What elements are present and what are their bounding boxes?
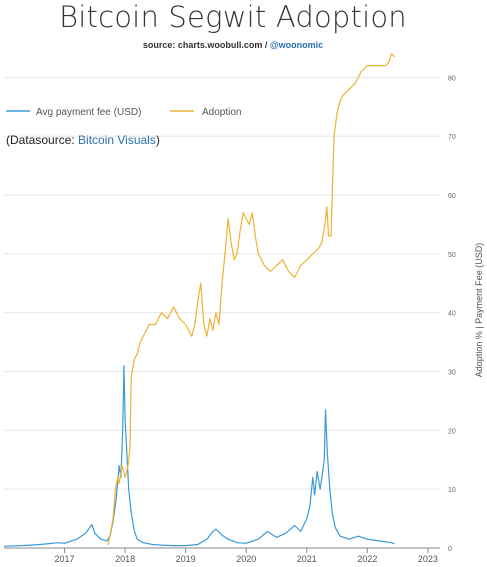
y-tick-label: 80 xyxy=(448,75,456,82)
y-tick-label: 0 xyxy=(448,546,452,553)
subtitle-handle-link[interactable]: @woonomic xyxy=(269,40,324,50)
fee-series-line xyxy=(3,365,395,547)
y-tick-label: 30 xyxy=(448,370,456,377)
y-axis-label: Adoption % | Payment Fee (USD) xyxy=(474,243,484,377)
x-tick-label: 2017 xyxy=(55,554,75,564)
x-tick-label: 2018 xyxy=(115,554,135,564)
x-tick-label: 2021 xyxy=(297,554,317,564)
datasource-suffix: ) xyxy=(155,133,160,147)
chart-subtitle: source: charts.woobull.com / @woonomic xyxy=(0,40,466,50)
legend-adoption-label[interactable]: Adoption xyxy=(202,107,241,118)
y-tick-label: 60 xyxy=(448,193,456,200)
series-layer xyxy=(3,53,396,547)
legend-fee-label[interactable]: Avg payment fee (USD) xyxy=(36,107,141,118)
datasource-note: (Datasource: Bitcoin Visuals) xyxy=(6,133,160,147)
datasource-link[interactable]: Bitcoin Visuals xyxy=(78,133,156,147)
y-tick-label: 50 xyxy=(448,252,456,259)
datasource-prefix: (Datasource: xyxy=(6,133,79,147)
x-tick-label: 2023 xyxy=(418,554,438,564)
grid-lines xyxy=(4,76,440,490)
chart-title: Bitcoin Segwit Adoption xyxy=(59,0,407,34)
x-tick-label: 2019 xyxy=(176,554,196,564)
x-tick-label: 2022 xyxy=(357,554,377,564)
subtitle-source: source: charts.woobull.com / xyxy=(142,40,270,50)
y-tick-label: 10 xyxy=(448,487,456,494)
y-tick-label: 70 xyxy=(448,134,456,141)
adoption-series-line xyxy=(107,53,396,546)
x-tick-label: 2020 xyxy=(236,554,256,564)
y-tick-label: 40 xyxy=(448,311,456,318)
y-axis: 0 10 20 30 40 50 60 70 80 xyxy=(448,75,456,553)
legend[interactable]: Avg payment fee (USD) Adoption xyxy=(6,107,241,118)
y-tick-label: 20 xyxy=(448,428,456,435)
x-axis: 2017 2018 2019 2020 2021 2022 2023 xyxy=(4,547,440,564)
